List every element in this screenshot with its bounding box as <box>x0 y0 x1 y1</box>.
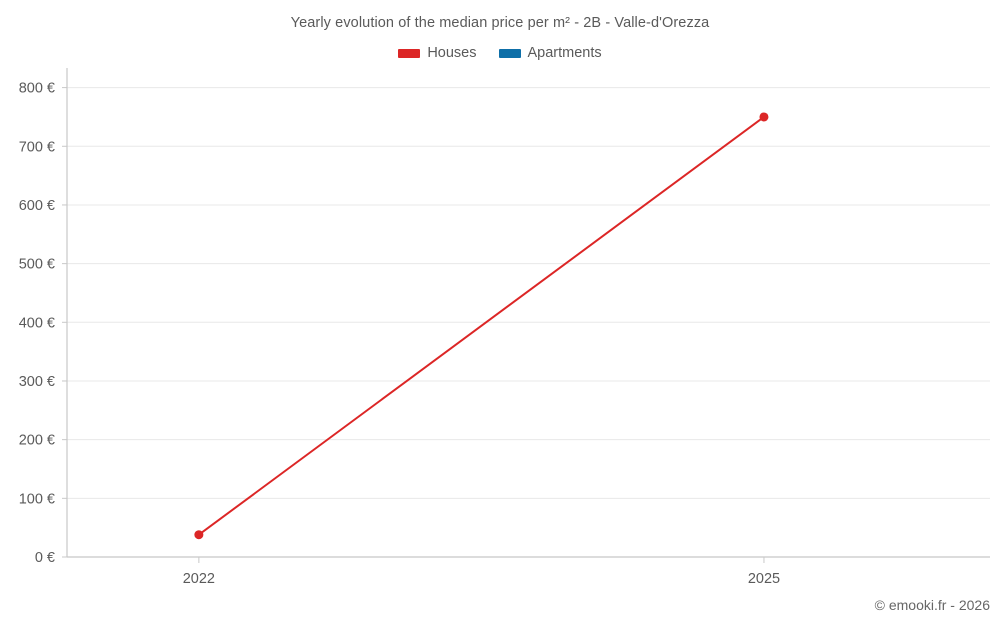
legend-swatch-apartments <box>498 48 521 58</box>
copyright-footer: © emooki.fr - 2026 <box>874 597 990 613</box>
gridlines <box>62 87 990 558</box>
y-tick-label: 500 € <box>19 257 55 273</box>
legend-label-houses: Houses <box>427 45 477 61</box>
x-tick-label: 2025 <box>748 571 780 587</box>
series-markers[interactable] <box>194 112 769 540</box>
series-line-houses <box>197 115 765 536</box>
x-tick-label: 2022 <box>183 571 215 587</box>
x-tick-marks <box>198 557 765 563</box>
series-lines <box>197 115 765 536</box>
y-tick-label: 700 € <box>19 139 55 155</box>
y-tick-label: 100 € <box>19 491 55 507</box>
y-tick-label: 0 € <box>35 550 55 566</box>
y-tick-label: 800 € <box>19 81 55 97</box>
legend-item-apartments[interactable]: Apartments <box>498 45 602 61</box>
data-point-houses[interactable] <box>759 112 769 122</box>
x-tick-labels: 2022 2025 <box>183 571 780 587</box>
legend-swatch-houses <box>398 48 421 58</box>
y-tick-label: 300 € <box>19 374 55 390</box>
axis-lines <box>66 68 990 558</box>
chart-title: Yearly evolution of the median price per… <box>290 15 710 31</box>
data-point-houses[interactable] <box>194 530 204 540</box>
chart-legend: Houses Apartments <box>0 45 1000 61</box>
y-tick-label: 600 € <box>19 198 55 214</box>
y-tick-label: 200 € <box>19 433 55 449</box>
y-tick-label: 400 € <box>19 315 55 331</box>
legend-label-apartments: Apartments <box>527 45 602 61</box>
y-tick-labels: 0 € 100 € 200 € 300 € 400 € 500 € 600 € 700 € 80… <box>19 81 55 566</box>
legend-item-houses[interactable]: Houses <box>398 45 477 61</box>
